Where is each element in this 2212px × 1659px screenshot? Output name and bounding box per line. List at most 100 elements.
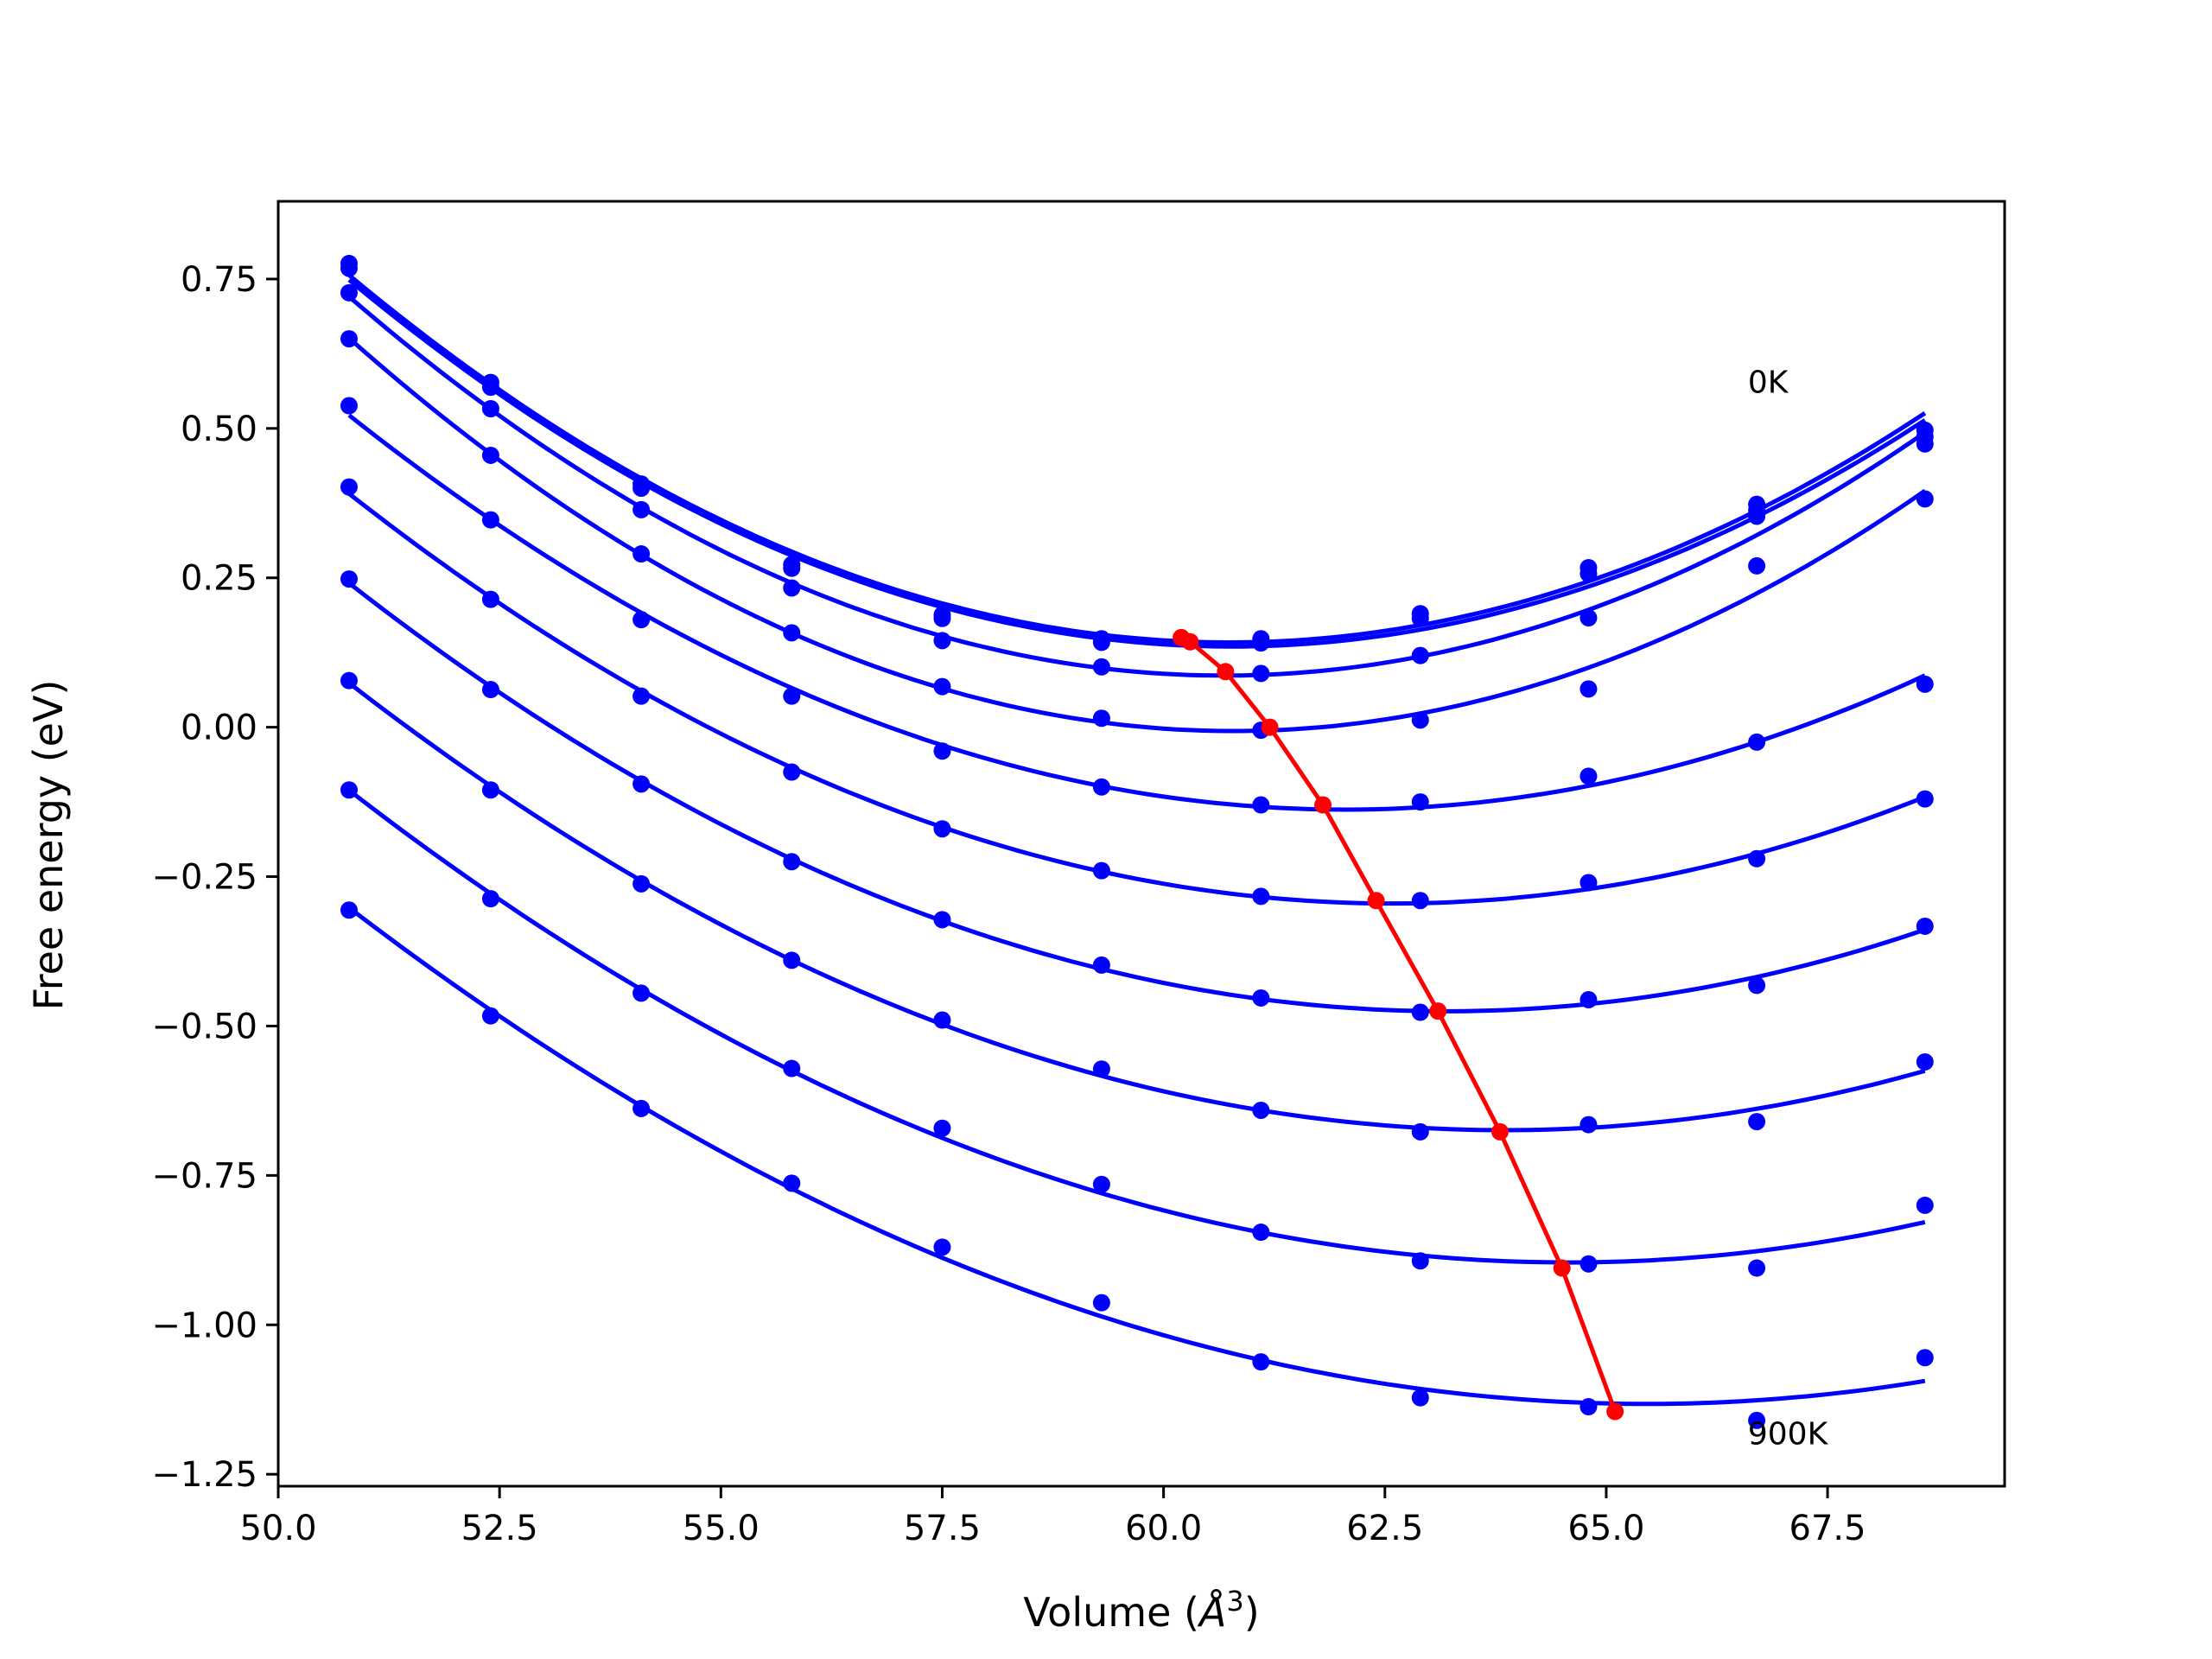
fit-curve-2 (347, 295, 1927, 678)
data-point (340, 283, 358, 302)
data-point (1092, 1294, 1110, 1312)
data-point (632, 611, 651, 629)
data-point (1252, 664, 1270, 683)
fit-curve-7 (347, 681, 1926, 1133)
y-tick-label: 0.25 (181, 559, 257, 599)
data-point (632, 775, 651, 793)
data-point (481, 681, 499, 699)
temperature-annotation: 0K (1748, 365, 1789, 400)
data-point (632, 687, 651, 705)
y-tick-label: −0.50 (151, 1007, 257, 1046)
data-point (1748, 1113, 1766, 1131)
data-point (1252, 887, 1270, 906)
minimum-point (1429, 1002, 1447, 1020)
x-axis-title-text: Volume ( (1023, 1589, 1199, 1636)
minimum-point (1553, 1259, 1571, 1277)
data-point (340, 259, 358, 277)
minimum-point (1606, 1402, 1624, 1421)
data-point (1580, 1255, 1598, 1273)
x-axis-title-sup: 3 (1226, 1585, 1243, 1618)
data-point (1748, 733, 1766, 751)
plot-content (340, 254, 1934, 1429)
x-tick-label: 65.0 (1567, 1509, 1644, 1548)
data-point (632, 874, 651, 893)
data-point (1252, 1353, 1270, 1371)
fit-curve-6 (347, 581, 1926, 1014)
data-point (632, 984, 651, 1002)
data-point (1092, 778, 1110, 796)
x-axis: 50.0 52.5 55.0 57.5 60.0 62.5 65.0 67.5 (239, 1486, 1866, 1548)
data-point (1580, 1398, 1598, 1416)
y-tick-label: −1.00 (151, 1306, 257, 1345)
fit-curve-9 (347, 906, 1926, 1407)
data-point (1580, 680, 1598, 698)
data-point (1092, 633, 1110, 652)
data-point (933, 1011, 951, 1029)
y-tick-label: 0.75 (181, 260, 257, 300)
data-point (1580, 609, 1598, 627)
plot-frame (276, 200, 2006, 1488)
x-tick-label: 52.5 (461, 1509, 538, 1548)
minimum-point (1261, 718, 1279, 736)
data-point (783, 624, 801, 642)
y-axis-title: Free energy (eV) (25, 680, 72, 1011)
x-tick-label: 67.5 (1789, 1509, 1866, 1548)
fit-curve-5 (347, 492, 1926, 906)
data-point (1916, 917, 1934, 935)
data-point (1748, 976, 1766, 995)
fit-curve-4 (347, 413, 1926, 812)
data-point (1092, 1175, 1110, 1193)
data-point (783, 951, 801, 969)
data-point (933, 677, 951, 696)
minimum-point (1491, 1122, 1509, 1141)
data-point (1748, 849, 1766, 868)
data-point (1092, 1060, 1110, 1078)
data-point (1252, 1224, 1270, 1242)
data-point (933, 609, 951, 627)
data-point (481, 590, 499, 608)
data-point (783, 763, 801, 781)
data-point (1092, 861, 1110, 880)
data-point (933, 632, 951, 650)
data-point (632, 479, 651, 497)
data-point (1916, 1349, 1934, 1367)
data-point (1092, 709, 1110, 728)
data-point (1411, 646, 1429, 664)
x-axis-title-unit: Å (1197, 1589, 1226, 1636)
data-point (481, 399, 499, 417)
data-point (1748, 556, 1766, 575)
data-point (1748, 507, 1766, 525)
x-tick-label: 62.5 (1346, 1509, 1423, 1548)
equilibrium-volume-line (1180, 635, 1618, 1413)
data-point (1411, 1003, 1429, 1021)
y-tick-label: −0.25 (151, 858, 257, 898)
data-point (481, 781, 499, 799)
data-point (933, 820, 951, 838)
data-point (340, 570, 358, 588)
temperature-annotation: 900K (1748, 1417, 1829, 1452)
data-point (1411, 711, 1429, 729)
data-point (1092, 956, 1110, 974)
data-point (933, 1119, 951, 1137)
data-point (783, 579, 801, 597)
data-point (340, 478, 358, 496)
x-tick-label: 50.0 (239, 1509, 316, 1548)
fit-curve-8 (347, 788, 1926, 1265)
data-point (1580, 1116, 1598, 1134)
data-point (1411, 1389, 1429, 1407)
annotations: 0K 900K (1748, 365, 1829, 1452)
data-point (933, 1238, 951, 1256)
data-point (1092, 658, 1110, 676)
x-axis-title-close: ) (1244, 1589, 1260, 1636)
data-point (481, 511, 499, 529)
data-point (1252, 634, 1270, 652)
data-point (1580, 767, 1598, 785)
data-point (632, 1099, 651, 1117)
data-point (783, 853, 801, 871)
data-point (933, 742, 951, 760)
data-point (481, 890, 499, 908)
data-point (1916, 1052, 1934, 1071)
data-point (340, 671, 358, 690)
data-point (783, 1174, 801, 1192)
data-point (783, 559, 801, 577)
